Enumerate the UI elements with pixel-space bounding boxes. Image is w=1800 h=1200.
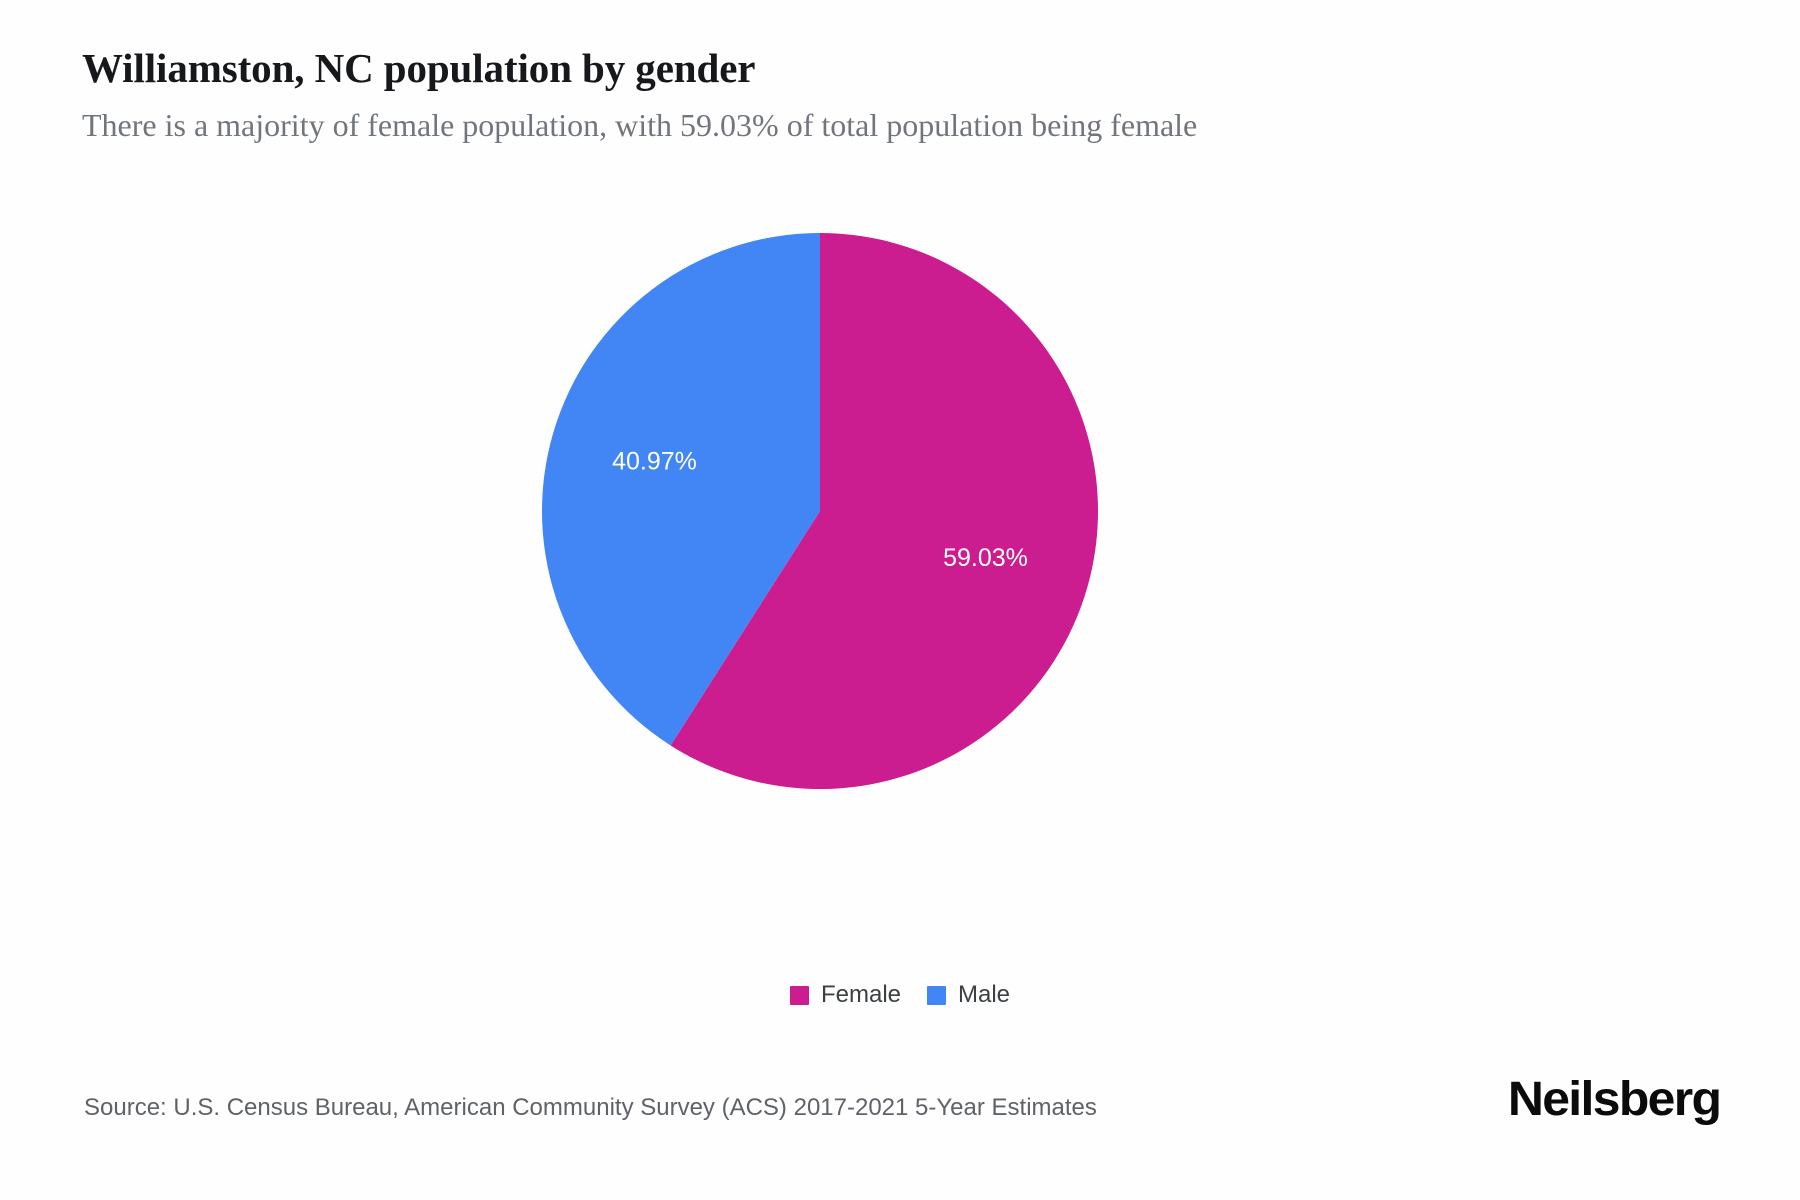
legend-item-male[interactable]: Male [927,983,1010,1007]
pie-slice-label-male: 40.97% [612,447,697,475]
legend-label-male: Male [958,981,1011,1008]
pie-chart-svg: 59.03% 40.97% [542,233,1099,789]
pie-slice-female[interactable] [670,233,1099,789]
legend-swatch-female [789,985,809,1005]
plot-area: 59.03% 40.97% [0,200,1800,920]
legend-label-female: Female [820,981,901,1008]
chart-subtitle: There is a majority of female population… [82,106,1198,143]
chart-footer: Source: U.S. Census Bureau, American Com… [0,1040,1800,1200]
pie-slice-male[interactable] [542,233,820,746]
chart-legend: Female Male [0,983,1800,1007]
pie-slice-label-female: 59.03% [943,544,1028,572]
page-title: Williamston, NC population by gender [82,45,756,91]
legend-item-female[interactable]: Female [789,981,901,1008]
pie-chart: 59.03% 40.97% [542,233,1099,789]
source-note: Source: U.S. Census Bureau, American Com… [84,1094,1097,1121]
brand-logo: Neilsberg [1507,1073,1721,1126]
legend-swatch-male [927,985,946,1005]
chart-header: Williamston, NC population by gender The… [82,45,1722,144]
